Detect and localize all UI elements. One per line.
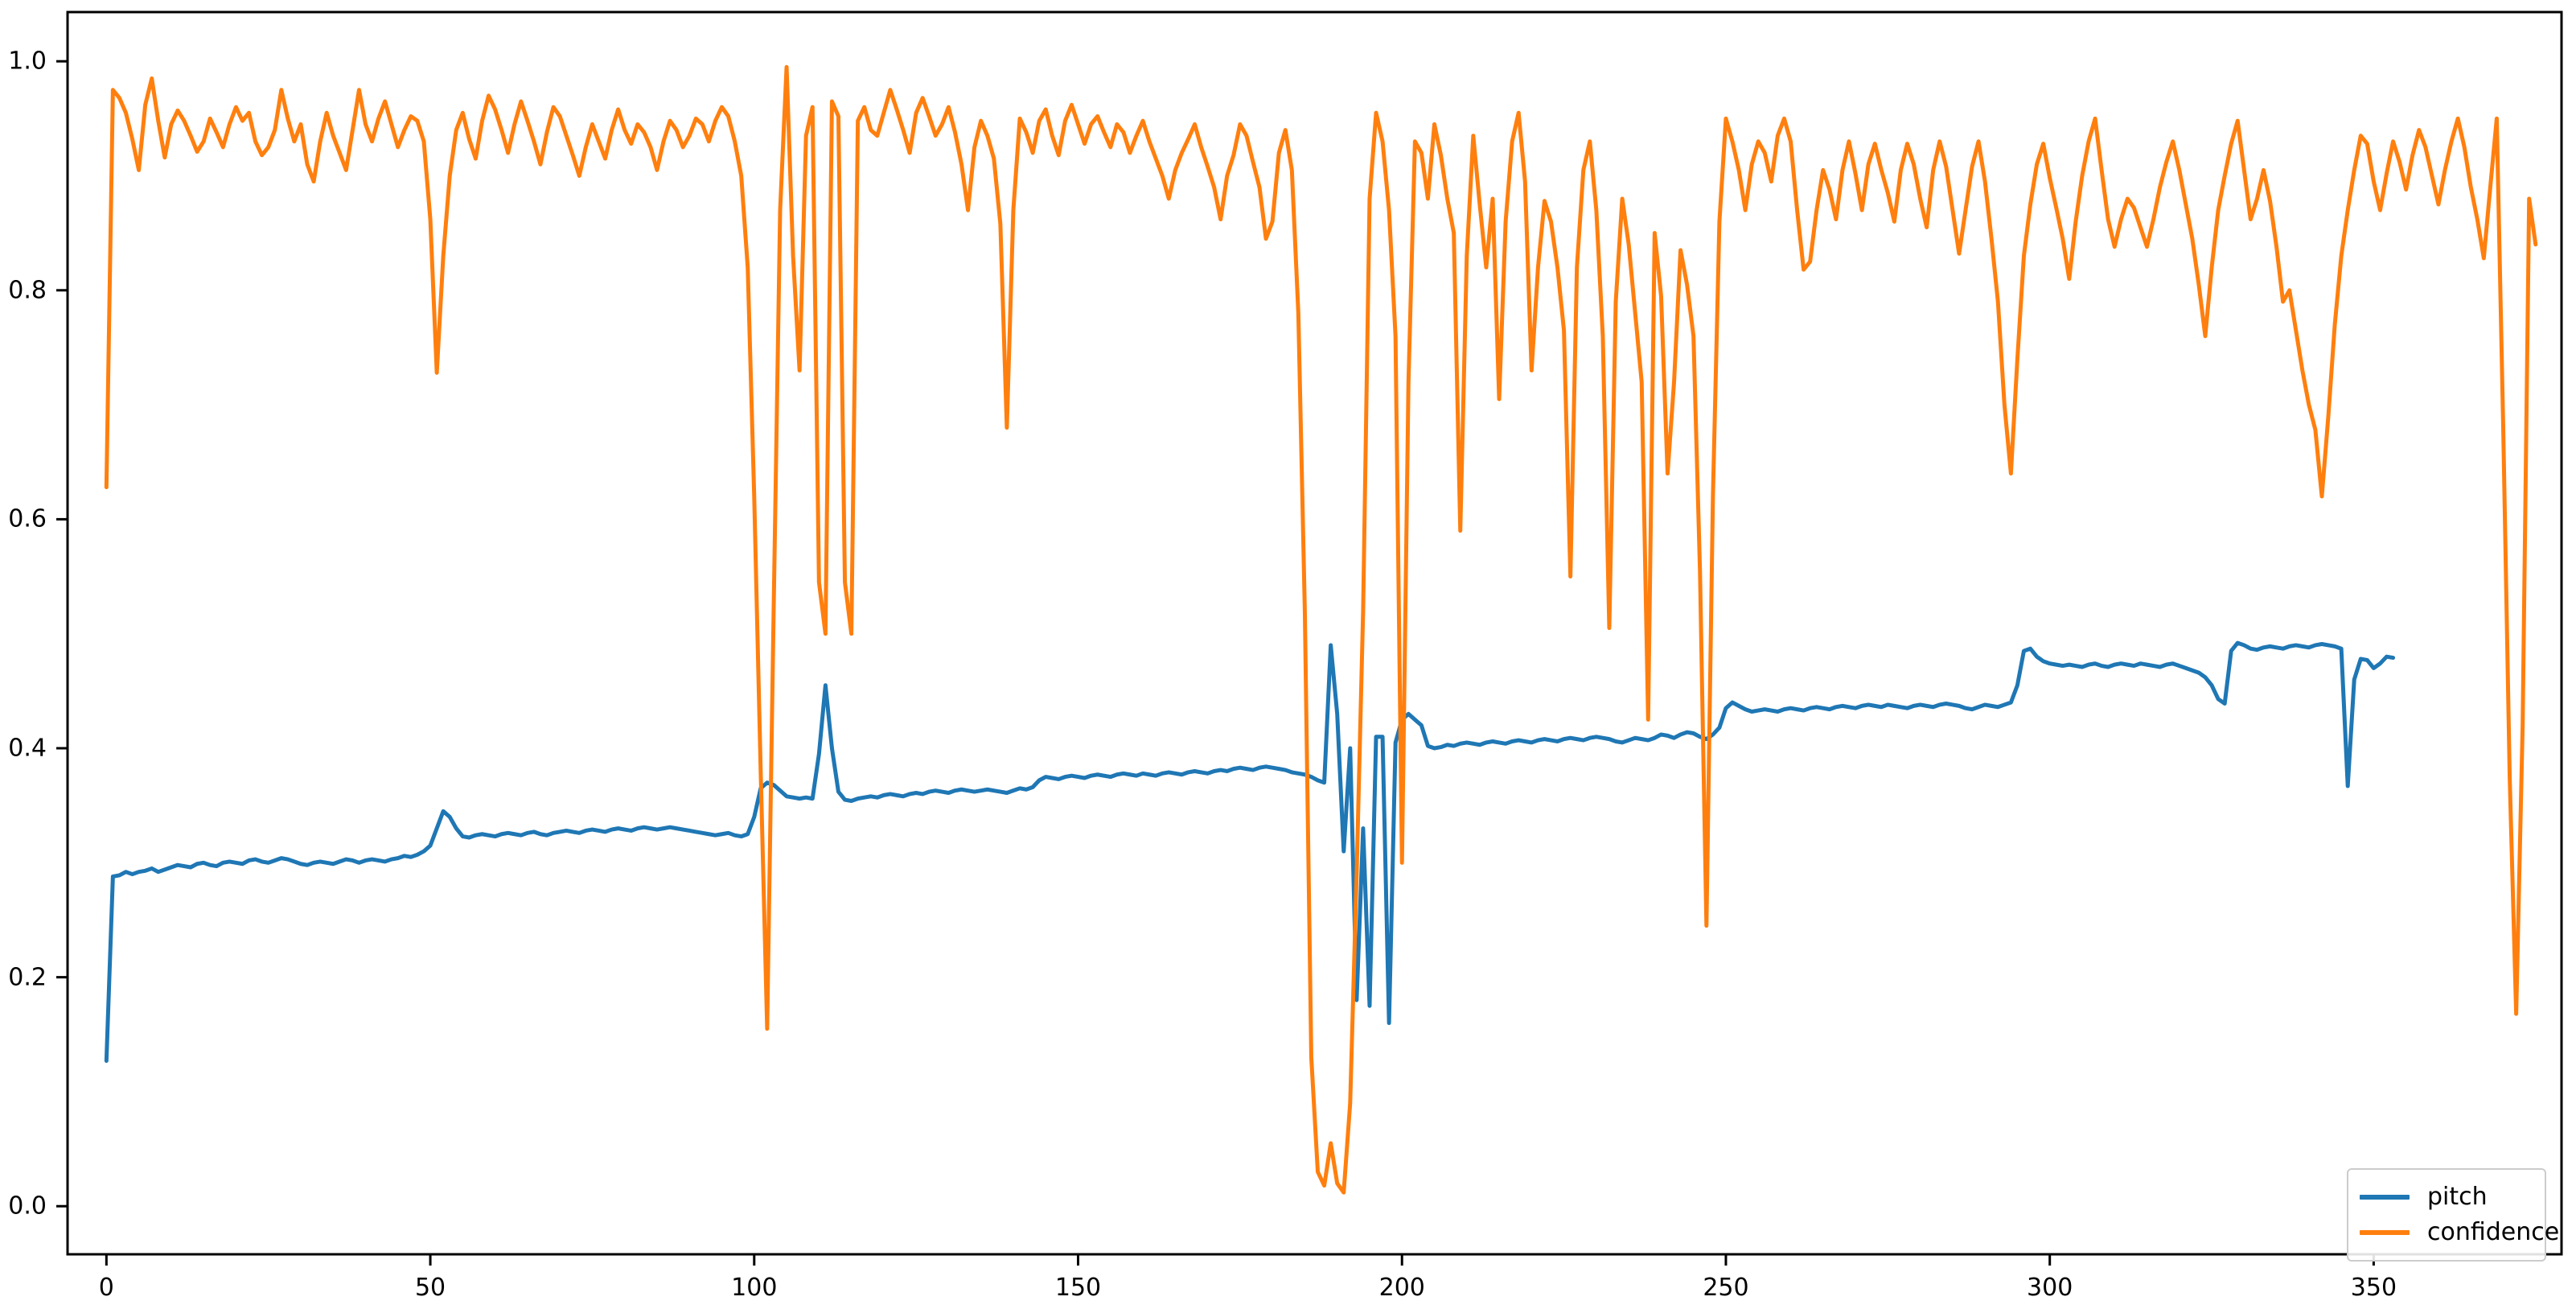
y-axis-tick-marks [56,60,68,1208]
x-tick-label: 250 [1703,1274,1749,1302]
x-tick-label: 300 [2027,1274,2073,1302]
x-tick-label: 0 [98,1274,114,1302]
legend-item-pitch[interactable]: pitch [2360,1179,2532,1215]
y-tick-label: 0.2 [8,963,47,992]
axes-frame [66,10,2563,1256]
y-tick-label: 1.0 [8,47,47,76]
y-tick-label: 0.6 [8,504,47,533]
y-tick-label: 0.0 [8,1192,47,1220]
legend-label-pitch: pitch [2427,1183,2488,1211]
data-series-layer [104,64,2538,1195]
x-tick-label: 350 [2350,1274,2397,1302]
axes-spines [66,10,2563,1256]
legend-item-confidence[interactable]: confidence [2360,1215,2559,1250]
legend-swatch-pitch [2360,1195,2410,1200]
x-tick-label: 50 [414,1274,446,1302]
series-line-confidence [104,64,2538,1195]
y-tick-label: 0.4 [8,734,47,763]
x-tick-label: 150 [1054,1274,1102,1302]
legend-swatch-confidence [2360,1230,2410,1235]
y-tick-label: 0.8 [8,276,47,305]
x-tick-label: 200 [1378,1274,1425,1302]
x-axis-tick-marks [105,1254,2375,1266]
series-line-pitch [104,640,2396,1064]
legend[interactable]: pitch confidence [2347,1168,2559,1262]
x-tick-label: 100 [731,1274,778,1302]
legend-label-confidence: confidence [2427,1218,2560,1246]
